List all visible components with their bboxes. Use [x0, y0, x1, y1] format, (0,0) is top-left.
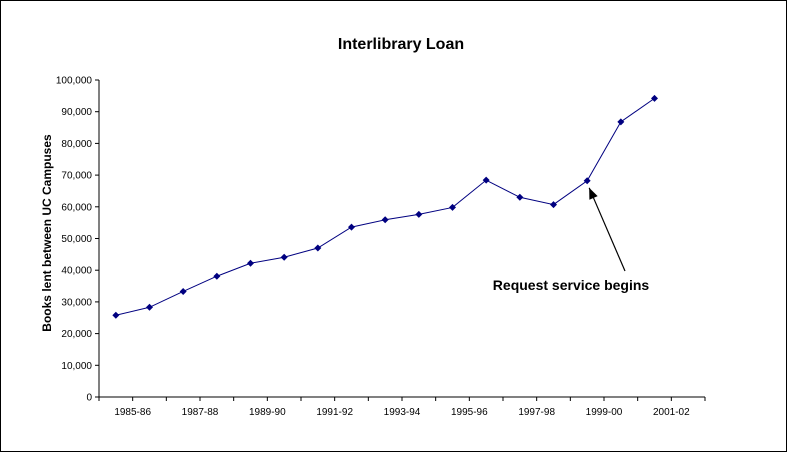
- y-tick-label: 90,000: [61, 107, 92, 118]
- x-tick-label: 1985-86: [114, 407, 151, 418]
- y-tick-label: 10,000: [61, 361, 92, 372]
- data-point: [583, 177, 591, 185]
- data-point: [651, 94, 658, 102]
- y-tick-label: 60,000: [61, 202, 92, 213]
- y-tick-label: 20,000: [61, 329, 92, 340]
- y-tick-label: 100,000: [56, 76, 93, 87]
- data-point: [415, 210, 423, 218]
- x-tick-label: 1999-00: [586, 407, 623, 418]
- x-tick-label: 2001-02: [653, 407, 690, 418]
- chart-frame: Interlibrary Loan Books lent between UC …: [0, 0, 787, 452]
- data-point: [146, 303, 153, 311]
- data-point: [348, 223, 355, 231]
- data-point: [381, 216, 389, 224]
- data-point: [449, 203, 456, 211]
- x-tick-label: 1987-88: [182, 407, 219, 418]
- data-point: [247, 259, 254, 267]
- annotation-label: Request service begins: [493, 277, 650, 293]
- annotation-arrow-line: [588, 187, 626, 272]
- y-tick-label: 50,000: [61, 234, 92, 245]
- line-chart: Interlibrary Loan Books lent between UC …: [40, 36, 706, 418]
- data-point: [179, 287, 187, 295]
- data-point: [314, 244, 322, 252]
- annotation-arrow-head: [589, 187, 598, 200]
- chart-title: Interlibrary Loan: [338, 36, 464, 53]
- data-point: [516, 193, 524, 201]
- x-tick-label: 1995-96: [451, 407, 488, 418]
- data-point: [482, 176, 490, 184]
- x-tick-label: 1989-90: [249, 407, 286, 418]
- data-point: [112, 311, 120, 319]
- y-tick-label: 70,000: [61, 171, 92, 182]
- x-tick-label: 1997-98: [518, 407, 555, 418]
- data-point: [213, 272, 221, 280]
- x-tick-label: 1991-92: [316, 407, 353, 418]
- y-axis-ticks: 0 10,000 20,000 30,000 40,000 50,000 60,000 70,…: [56, 76, 99, 404]
- x-axis-ticks: 1985-86 1987-88 1989-90 1991-92 1993-94 1995-…: [98, 397, 706, 418]
- data-point: [280, 253, 288, 261]
- x-tick-label: 1993-94: [384, 407, 421, 418]
- y-tick-label: 40,000: [61, 266, 92, 277]
- data-point: [617, 118, 625, 126]
- data-point: [550, 201, 557, 209]
- series-markers: [112, 94, 658, 319]
- y-tick-label: 30,000: [61, 297, 92, 308]
- y-tick-label: 0: [86, 393, 92, 404]
- y-tick-label: 80,000: [61, 139, 92, 150]
- y-axis-title: Books lent between UC Campuses: [40, 134, 54, 332]
- annotation-arrow: [588, 187, 626, 272]
